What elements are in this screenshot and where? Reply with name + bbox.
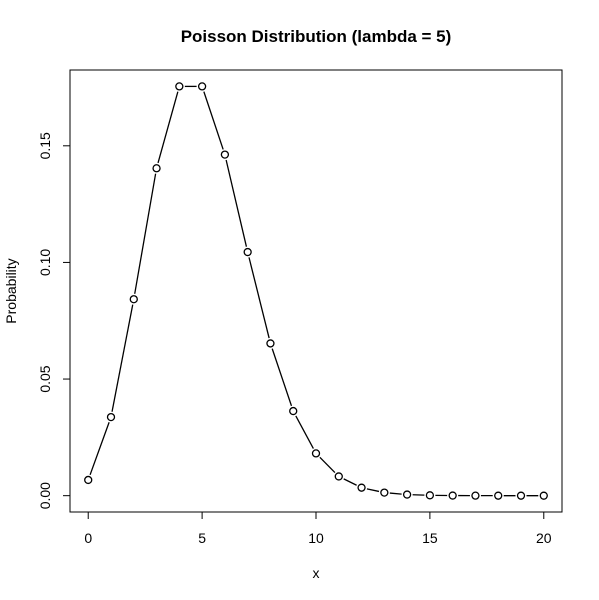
data-point <box>197 82 207 91</box>
data-point <box>402 490 412 499</box>
line-segment <box>389 492 402 495</box>
x-tick-label: 5 <box>198 530 206 546</box>
line-segment <box>319 456 336 473</box>
line-segment <box>89 422 110 476</box>
data-point <box>175 82 184 91</box>
data-point <box>129 295 138 304</box>
data-point <box>266 339 275 348</box>
data-point <box>471 491 480 500</box>
line-segment <box>157 91 179 164</box>
data-point <box>152 164 161 173</box>
x-axis-label: x <box>313 565 320 581</box>
data-point <box>84 475 93 485</box>
data-point <box>311 449 321 458</box>
line-segment <box>366 488 380 493</box>
line-segment <box>248 257 270 339</box>
x-axis: 0 5 10 15 20 <box>84 511 552 546</box>
line-segment <box>225 159 248 247</box>
line-segment <box>203 91 224 150</box>
y-axis: 0.00 0.05 0.10 0.15 <box>37 132 71 509</box>
data-point <box>357 483 366 492</box>
y-tick-label: 0.15 <box>37 132 53 159</box>
line-segment <box>271 348 293 407</box>
data-point <box>448 491 457 500</box>
data-point <box>220 150 230 159</box>
line-segment <box>134 173 157 294</box>
data-point <box>380 488 389 497</box>
y-axis-label: Probability <box>3 258 19 323</box>
series-poisson <box>89 85 539 497</box>
data-point <box>539 491 548 500</box>
x-tick-label: 10 <box>308 530 324 546</box>
y-tick-label: 0.05 <box>37 365 53 392</box>
y-tick-label: 0.00 <box>37 482 53 509</box>
line-segment <box>111 304 134 412</box>
x-tick-label: 20 <box>536 530 552 546</box>
data-point <box>425 491 435 500</box>
x-tick-label: 15 <box>422 530 438 546</box>
data-point <box>243 247 252 257</box>
chart-title: Poisson Distribution (lambda = 5) <box>181 27 452 46</box>
data-point <box>289 406 298 416</box>
line-segment <box>295 415 314 449</box>
line-segment <box>343 478 357 486</box>
x-tick-label: 0 <box>84 530 92 546</box>
data-point <box>516 491 526 500</box>
data-point <box>494 491 503 500</box>
data-point <box>334 472 343 481</box>
data-points <box>84 82 548 500</box>
data-point <box>106 412 116 422</box>
plot-frame <box>69 69 563 513</box>
y-tick-label: 0.10 <box>37 249 53 276</box>
